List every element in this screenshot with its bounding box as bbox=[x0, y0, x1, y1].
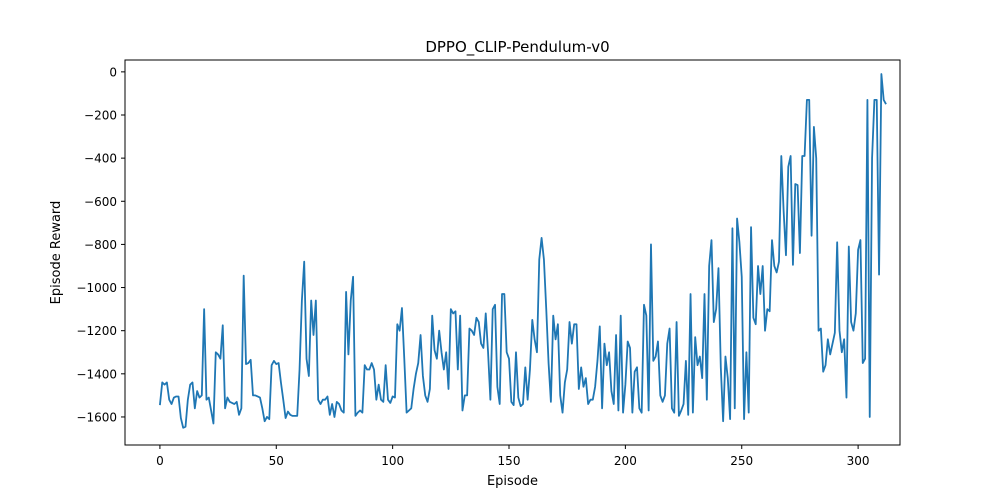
y-tick-label: −400 bbox=[84, 152, 117, 166]
x-tick-label: 150 bbox=[498, 454, 521, 468]
y-tick-label: 0 bbox=[109, 65, 117, 79]
x-tick-label: 200 bbox=[614, 454, 637, 468]
y-axis: 0 −200 −400 −600 −800 −1000 −1200 −1400 −1600 bbox=[76, 65, 125, 424]
x-tick-label: 100 bbox=[381, 454, 404, 468]
y-tick-label: −1000 bbox=[76, 281, 117, 295]
x-tick-label: 50 bbox=[269, 454, 284, 468]
series-line-episode-reward bbox=[159, 73, 887, 429]
x-axis-label: Episode bbox=[487, 474, 538, 489]
y-tick-label: −200 bbox=[84, 109, 117, 123]
x-tick-label: 300 bbox=[847, 454, 870, 468]
y-tick-label: −800 bbox=[84, 238, 117, 252]
x-axis: 0 50 100 150 200 250 300 bbox=[156, 445, 870, 468]
y-tick-label: −1600 bbox=[76, 410, 117, 424]
x-tick-label: 250 bbox=[730, 454, 753, 468]
x-tick-label: 0 bbox=[156, 454, 164, 468]
chart-title: DPPO_CLIP-Pendulum-v0 bbox=[425, 38, 609, 57]
axes-frame bbox=[124, 59, 901, 446]
y-tick-label: −600 bbox=[84, 195, 117, 209]
plot-area bbox=[159, 73, 887, 429]
y-tick-label: −1200 bbox=[76, 324, 117, 338]
y-tick-label: −1400 bbox=[76, 367, 117, 381]
y-axis-label: Episode Reward bbox=[49, 201, 64, 305]
